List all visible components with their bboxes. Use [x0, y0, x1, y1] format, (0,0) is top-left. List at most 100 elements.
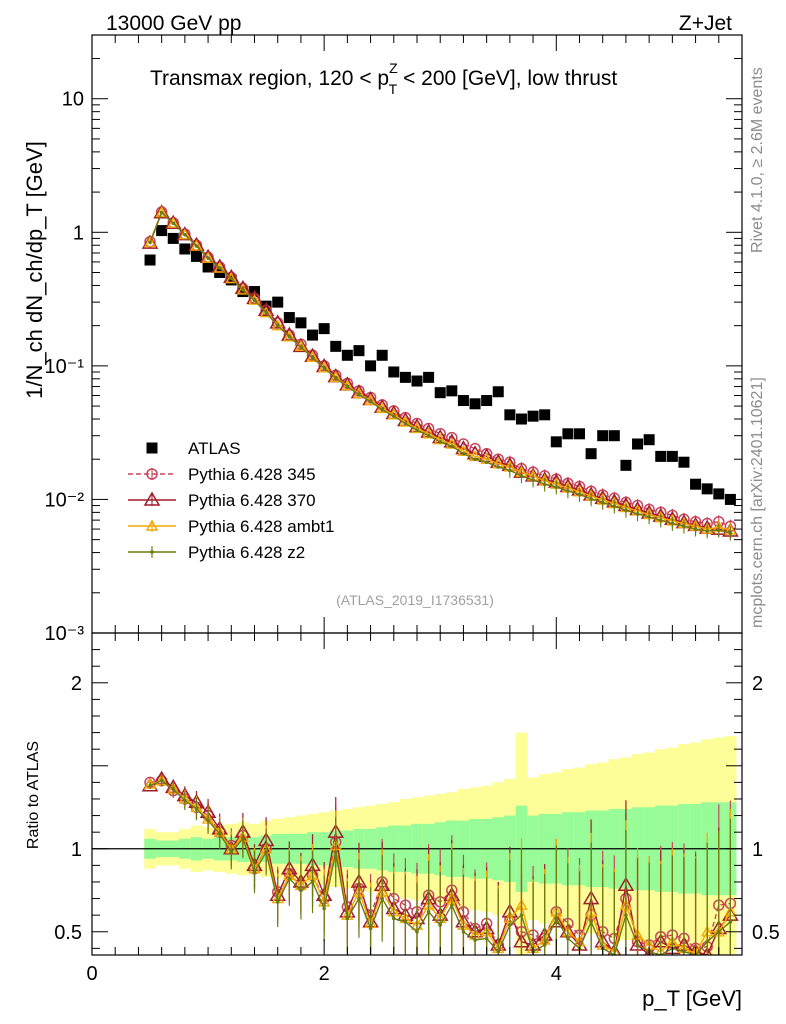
main-data-point — [658, 518, 663, 522]
main-data-point — [450, 444, 454, 449]
main-data-point — [632, 438, 644, 450]
ratio-y-tick-label-right: 1 — [752, 839, 763, 861]
main-data-point — [259, 306, 273, 318]
ratio-plot-frame — [91, 632, 743, 956]
x-tick-label: 2 — [319, 963, 330, 985]
main-data-point — [434, 433, 447, 445]
main-data-point — [271, 319, 284, 331]
ratio-point — [171, 787, 176, 791]
rivet-version-label: Rivet 4.1.0, ≥ 2.6M events — [749, 67, 766, 253]
main-data-point — [144, 254, 156, 266]
process-label: Z+Jet — [679, 12, 732, 35]
main-data-point — [333, 376, 338, 380]
ratio-point — [194, 807, 199, 811]
ratio-point — [403, 920, 408, 924]
main-data-point — [496, 465, 501, 469]
main-data-point — [317, 361, 331, 373]
main-data-point — [550, 436, 562, 448]
main-data-point — [705, 529, 709, 533]
ratio-point — [426, 910, 431, 914]
legend-marker — [145, 519, 159, 531]
main-data-point — [275, 323, 280, 328]
ratio-point — [519, 913, 524, 917]
main-data-point — [201, 251, 215, 263]
main-data-point — [241, 288, 245, 292]
main-data-point — [542, 482, 547, 487]
main-data-point — [515, 413, 527, 425]
main-data-point — [190, 250, 202, 262]
main-data-point — [307, 329, 319, 341]
main-data-point — [357, 392, 361, 397]
main-data-point — [388, 366, 400, 378]
main-data-point — [670, 521, 675, 526]
energy-label: 13000 GeV pp — [106, 12, 241, 35]
main-data-point — [345, 384, 350, 389]
main-data-point — [341, 349, 353, 361]
main-data-point — [678, 456, 690, 468]
main-data-point — [434, 387, 446, 399]
main-data-point — [264, 310, 268, 315]
main-data-point — [554, 485, 559, 489]
main-data-point — [422, 427, 435, 439]
main-data-point — [283, 312, 295, 324]
main-data-point — [229, 276, 234, 281]
main-data-point — [508, 468, 512, 473]
main-data-point — [461, 451, 466, 456]
legend-label: ATLAS — [188, 439, 241, 458]
legend-marker — [146, 442, 158, 454]
main-data-point — [423, 371, 435, 383]
ratio-y-tick-label-right: 0.5 — [752, 922, 780, 944]
main-data-point — [504, 409, 516, 421]
main-data-point — [713, 488, 725, 500]
legend-label: Pythia 6.428 ambt1 — [188, 517, 334, 536]
main-data-point — [728, 531, 733, 535]
main-data-point — [176, 226, 194, 241]
main-data-point — [484, 460, 489, 464]
main-data-point — [531, 478, 535, 482]
main-data-point — [213, 261, 226, 273]
x-tick-label: 0 — [86, 963, 97, 985]
main-data-point — [156, 225, 168, 237]
ratio-point — [264, 850, 268, 854]
main-data-point — [620, 459, 632, 471]
main-data-point — [574, 428, 585, 440]
main-data-point — [376, 349, 388, 361]
ratio-point — [275, 900, 280, 904]
main-data-point — [295, 317, 307, 329]
main-data-point — [164, 214, 182, 229]
ratio-point — [322, 906, 326, 911]
main-y-tick-label: 10⁻³ — [45, 623, 85, 645]
main-data-point — [310, 355, 315, 360]
ratio-point — [206, 818, 210, 823]
ratio-y-tick-label: 2 — [71, 673, 82, 695]
main-data-point — [190, 239, 203, 251]
main-data-point — [701, 483, 713, 495]
main-data-point — [353, 345, 365, 357]
main-series-line — [149, 211, 731, 534]
ratio-point — [310, 880, 315, 884]
main-data-point — [194, 244, 199, 248]
ratio-point — [705, 939, 709, 944]
main-data-point — [589, 497, 593, 501]
main-data-point — [527, 410, 539, 422]
legend-label: Pythia 6.428 345 — [188, 465, 316, 484]
main-y-tick-label: 1 — [73, 222, 84, 244]
main-data-point — [299, 345, 303, 349]
main-data-point — [248, 293, 261, 305]
x-tick-label: 4 — [551, 963, 562, 985]
main-data-point — [624, 508, 628, 513]
ratio-point — [566, 936, 570, 941]
main-data-point — [143, 235, 157, 248]
main-data-point — [252, 298, 257, 303]
main-data-point — [272, 296, 284, 308]
ratio-point — [702, 946, 713, 955]
ratio-point — [357, 896, 361, 901]
main-data-point — [167, 232, 179, 244]
main-data-point — [647, 515, 651, 519]
main-data-point — [473, 457, 477, 462]
main-data-point — [690, 478, 702, 490]
main-data-point — [492, 386, 504, 398]
main-data-point — [434, 428, 446, 440]
ratio-point — [241, 837, 245, 841]
